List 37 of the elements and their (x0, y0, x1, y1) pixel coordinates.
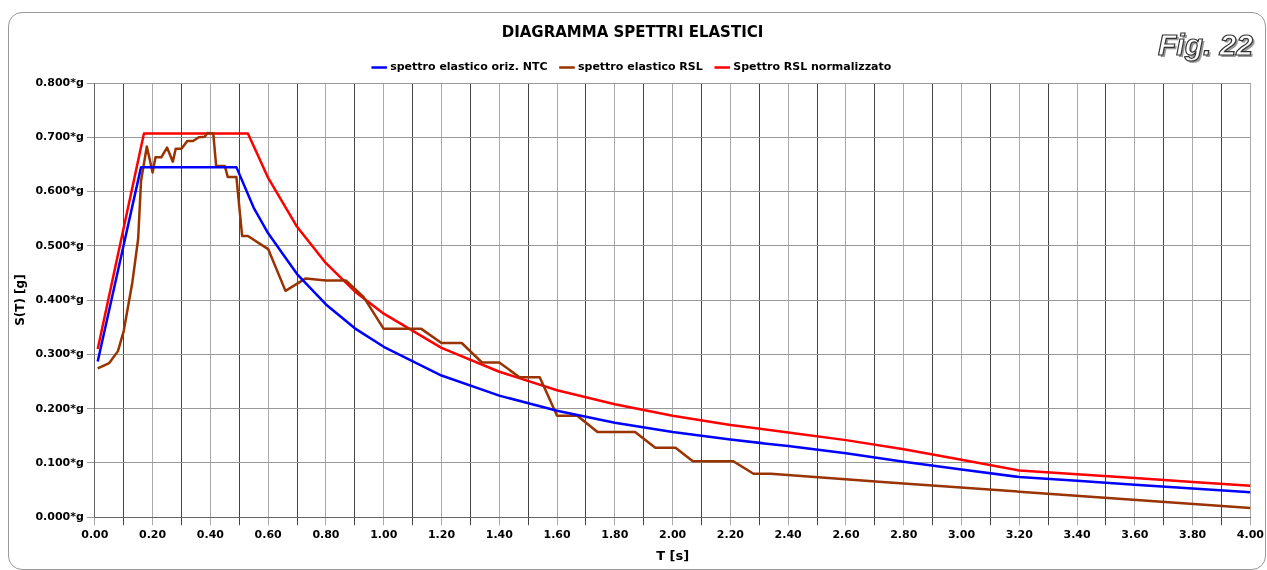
x-tick-label: 0.00 (81, 527, 109, 541)
x-tick-label: 4.00 (1236, 527, 1265, 541)
y-tick-label: 0.100*g (35, 455, 84, 469)
x-tick-label: 0.40 (196, 527, 225, 541)
y-tick-label: 0.300*g (35, 347, 84, 361)
x-tick-label: 2.20 (716, 527, 745, 541)
x-tick-label: 3.80 (1179, 527, 1207, 541)
y-tick-label: 0.800*g (35, 75, 84, 89)
caption: Fig. 22 (1157, 28, 1253, 62)
y-tick-label: 0.500*g (35, 238, 84, 252)
y-axis-title: S(T) [g] (13, 274, 28, 326)
x-tick-label: 3.60 (1121, 527, 1149, 541)
legend-label: spettro elastico oriz. NTC (390, 60, 548, 74)
y-tick-label: 0.000*g (35, 510, 84, 524)
chart-title: DIAGRAMMA SPETTRI ELASTICI (501, 22, 764, 41)
x-tick-label: 0.80 (312, 527, 340, 541)
x-tick-label: 1.40 (485, 527, 514, 541)
x-tick-label: 0.60 (254, 527, 283, 541)
legend-label: spettro elastico RSL (577, 60, 703, 74)
x-tick-label: 1.00 (370, 527, 398, 541)
x-tick-label: 3.40 (1063, 527, 1091, 541)
legend-label: Spettro RSL normalizzato (733, 60, 892, 74)
x-tick-label: 1.60 (543, 527, 571, 541)
x-tick-label: 0.20 (139, 527, 167, 541)
y-tick-label: 0.400*g (35, 292, 84, 306)
x-axis-title: T [s] (656, 547, 690, 563)
x-tick-label: 2.40 (774, 527, 803, 541)
x-tick-label: 2.00 (659, 527, 687, 541)
y-tick-label: 0.700*g (35, 130, 84, 144)
y-tick-label: 0.200*g (35, 401, 84, 415)
y-tick-label: 0.600*g (35, 184, 84, 198)
x-tick-label: 3.00 (947, 527, 976, 541)
x-tick-label: 3.20 (1005, 527, 1034, 541)
x-tick-label: 2.80 (890, 527, 918, 541)
x-tick-label: 1.80 (601, 527, 629, 541)
x-tick-label: 1.20 (427, 527, 456, 541)
x-tick-label: 2.60 (832, 527, 860, 541)
